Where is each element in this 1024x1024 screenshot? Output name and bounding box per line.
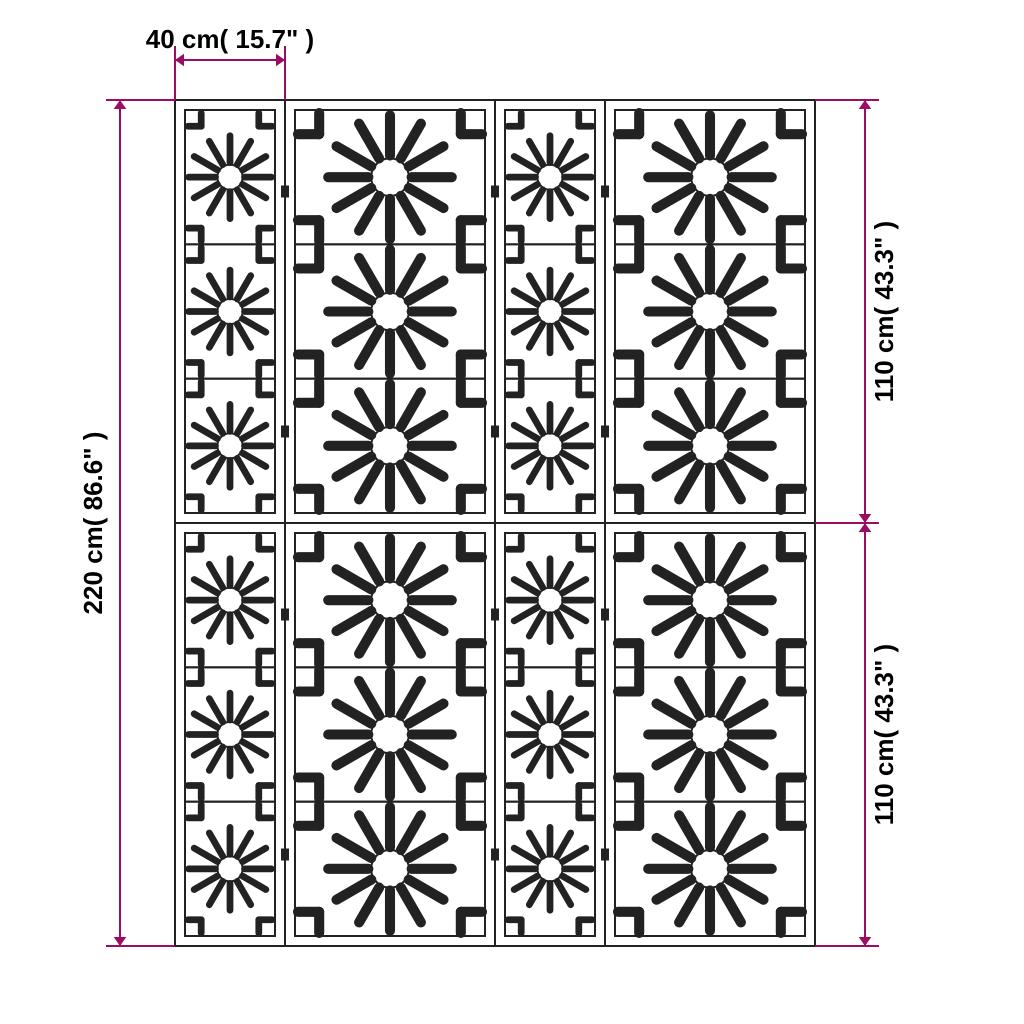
dim-total-height: 220 cm( 86.6" ) xyxy=(78,100,134,946)
hinge xyxy=(601,849,609,861)
dim-total-height-label: 220 cm( 86.6" ) xyxy=(78,432,108,615)
hinge xyxy=(491,609,499,621)
panel-half-frame xyxy=(285,523,495,946)
hinge xyxy=(281,609,289,621)
hinge xyxy=(601,609,609,621)
panel-half-frame xyxy=(285,100,495,523)
hinge xyxy=(491,849,499,861)
dim-upper-half: 110 cm( 43.3" ) xyxy=(851,100,899,523)
dim-lower-half: 110 cm( 43.3" ) xyxy=(851,523,899,946)
hinge xyxy=(281,426,289,438)
dim-lower-half-label: 110 cm( 43.3" ) xyxy=(869,644,899,825)
dim-panel-width: 40 cm( 15.7" ) xyxy=(146,24,314,94)
panel xyxy=(175,100,285,946)
diagram-canvas: 40 cm( 15.7" ) 220 cm( 86.6" ) 110 cm( 43.… xyxy=(0,0,1024,1024)
dim-panel-width-label: 40 cm( 15.7" ) xyxy=(146,24,314,54)
hinge xyxy=(281,186,289,198)
panel xyxy=(285,100,495,946)
hinge xyxy=(491,426,499,438)
hinge xyxy=(281,849,289,861)
hinge xyxy=(601,426,609,438)
dim-upper-half-label: 110 cm( 43.3" ) xyxy=(869,221,899,402)
panel-half-frame xyxy=(605,100,815,523)
room-divider xyxy=(175,100,815,946)
panel xyxy=(605,100,815,946)
hinge xyxy=(601,186,609,198)
hinge xyxy=(491,186,499,198)
panel xyxy=(495,100,605,946)
panel-half-frame xyxy=(605,523,815,946)
